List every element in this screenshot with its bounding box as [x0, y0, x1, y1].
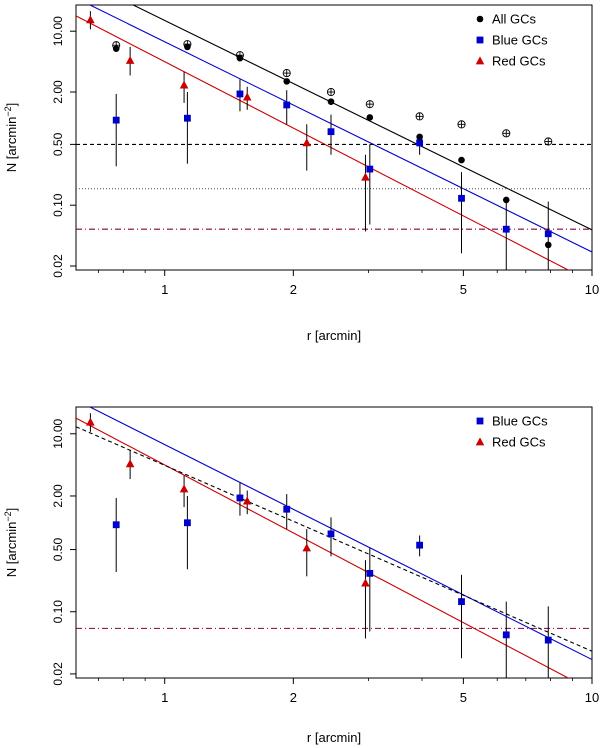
legend-marker-red-gcs — [475, 437, 485, 446]
x-tick-label: 5 — [460, 282, 467, 297]
point-blue-gcs — [283, 505, 291, 513]
point-red-gcs — [242, 92, 252, 101]
y-axis-label-main: N [arcmin — [4, 117, 19, 173]
point-blue-gcs — [416, 139, 424, 147]
legend-marker-blue-gcs — [476, 417, 484, 425]
y-tick-label: 0.02 — [51, 254, 65, 278]
plot-frame — [75, 4, 593, 271]
line-red-gcs-fit — [76, 417, 570, 678]
point-blue-gcs — [327, 128, 335, 136]
legend-label: Red GCs — [492, 435, 546, 450]
point-red-gcs — [302, 543, 312, 552]
point-red-gcs — [361, 578, 370, 587]
point-red-gcs — [86, 15, 95, 24]
plot-frame — [75, 406, 593, 679]
legend: Blue GCs Red GCs — [475, 414, 548, 450]
point-blue-gcs — [544, 636, 552, 644]
x-axis-label: r [arcmin] — [307, 328, 361, 343]
point-blue-gcs — [183, 114, 191, 122]
point-all-gcs — [283, 78, 291, 85]
point-red-gcs — [125, 55, 135, 64]
x-tick-label: 1 — [161, 282, 168, 297]
y-tick-label: 0.02 — [51, 662, 65, 686]
point-all-gcs — [327, 98, 335, 105]
point-blue-gcs — [112, 116, 120, 124]
y-axis-label-close: ] — [4, 103, 19, 107]
legend-marker-red-gcs — [475, 56, 485, 65]
point-blue-gcs — [458, 194, 465, 202]
point-all-gcs — [458, 156, 465, 164]
x-tick-label: 2 — [290, 282, 297, 297]
legend-label: All GCs — [492, 12, 537, 27]
chart-panel-1: 1 2 5 10 0.02 0.10 0.50 2.00 10.00 r [arcmin] N [a… — [3, 4, 599, 343]
point-blue-gcs — [502, 225, 510, 233]
point-blue-gcs — [327, 530, 335, 538]
point-all-gcs — [366, 114, 374, 121]
line-all-gcs-fit — [131, 5, 592, 231]
y-axis-label: N [arcmin−2] — [3, 508, 19, 578]
point-red-gcs — [125, 459, 135, 468]
point-blue-gcs — [236, 90, 244, 98]
y-axis-label-close: ] — [4, 508, 19, 512]
point-red-gcs — [86, 417, 95, 426]
y-tick-label: 0.50 — [51, 538, 65, 562]
point-blue-gcs — [283, 101, 291, 109]
point-blue-gcs — [416, 541, 424, 549]
x-tick-label: 5 — [460, 690, 467, 705]
legend-label: Blue GCs — [492, 33, 548, 48]
point-blue-gcs — [544, 230, 552, 238]
legend-marker-blue-gcs — [476, 36, 484, 44]
y-axis-label-exponent: −2 — [3, 106, 13, 116]
legend-label: Blue GCs — [492, 414, 548, 429]
y-tick-label: 0.50 — [51, 132, 65, 156]
x-tick-label: 2 — [290, 690, 297, 705]
x-tick-label: 10 — [585, 690, 599, 705]
y-tick-label: 10.00 — [51, 16, 65, 46]
x-tick-label: 1 — [161, 690, 168, 705]
legend: All GCs Blue GCs Red GCs — [475, 12, 548, 69]
data-series — [86, 11, 553, 270]
y-tick-label: 0.10 — [51, 193, 65, 217]
point-blue-gcs — [236, 494, 244, 502]
y-tick-label: 2.00 — [51, 80, 65, 104]
point-blue-gcs — [502, 631, 510, 639]
point-blue-gcs — [366, 165, 374, 173]
point-red-gcs — [242, 496, 252, 505]
legend-label: Red GCs — [492, 54, 546, 69]
y-axis-label-exponent: −2 — [3, 511, 13, 521]
y-tick-label: 2.00 — [51, 484, 65, 508]
line-combined-fit — [76, 426, 592, 652]
y-tick-label: 10.00 — [51, 418, 65, 448]
chart-panel-2: 1 2 5 10 0.02 0.10 0.50 2.00 10.00 r [arcmin] N [a… — [3, 406, 599, 745]
y-tick-label: 0.10 — [51, 600, 65, 624]
data-series — [86, 413, 552, 678]
point-blue-gcs — [183, 519, 191, 527]
point-red-gcs — [302, 138, 312, 147]
x-axis-label: r [arcmin] — [307, 730, 361, 745]
x-tick-label: 10 — [585, 282, 599, 297]
y-axis-label: N [arcmin−2] — [3, 103, 19, 173]
y-axis-label-main: N [arcmin — [4, 522, 19, 578]
point-red-gcs — [179, 484, 189, 493]
point-blue-gcs — [366, 569, 374, 577]
point-blue-gcs — [112, 521, 120, 529]
legend-marker-all-gcs — [476, 15, 484, 23]
point-blue-gcs — [458, 598, 465, 605]
point-red-gcs — [179, 80, 189, 89]
point-red-gcs — [361, 172, 370, 181]
